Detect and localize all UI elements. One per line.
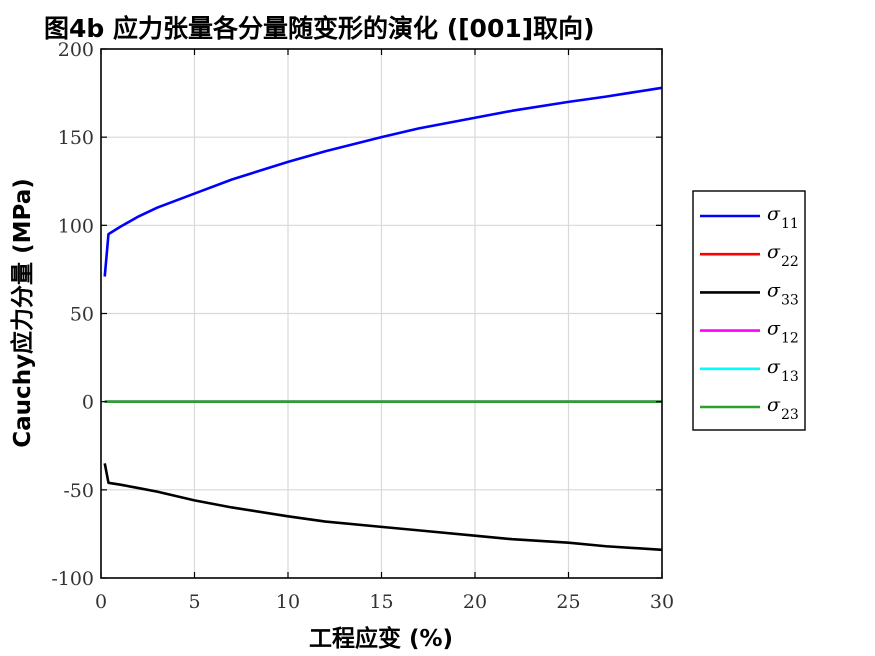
chart-title: 图4b 应力张量各分量随变形的演化 ([001]取向) xyxy=(44,14,595,43)
x-tick-label: 30 xyxy=(650,591,674,613)
x-axis-label: 工程应变 (%) xyxy=(309,625,453,652)
series-line-33 xyxy=(103,463,663,552)
y-tick-label: 100 xyxy=(58,215,94,237)
y-tick-label: 200 xyxy=(58,39,94,61)
series-layer xyxy=(103,86,663,552)
x-tick-label: 0 xyxy=(95,591,107,613)
y-tick-label: -50 xyxy=(63,480,94,502)
x-tick-labels: 0 5 10 15 20 25 30 xyxy=(95,591,674,613)
y-tick-label: 50 xyxy=(70,304,94,326)
y-axis-label: Cauchy应力分量 (MPa) xyxy=(9,178,36,447)
x-tick-label: 25 xyxy=(556,591,580,613)
x-tick-label: 10 xyxy=(276,591,300,613)
x-tick-label: 5 xyxy=(188,591,200,613)
legend-box xyxy=(692,190,806,431)
y-tick-labels: -100 -50 0 50 100 150 200 xyxy=(51,39,94,590)
y-tick-label: -100 xyxy=(51,568,94,590)
y-tick-label: 150 xyxy=(58,127,94,149)
series-line-11 xyxy=(103,86,663,277)
axis-ticks xyxy=(100,48,663,579)
y-tick-label: 0 xyxy=(82,392,94,414)
x-tick-label: 20 xyxy=(463,591,487,613)
x-tick-label: 15 xyxy=(369,591,393,613)
